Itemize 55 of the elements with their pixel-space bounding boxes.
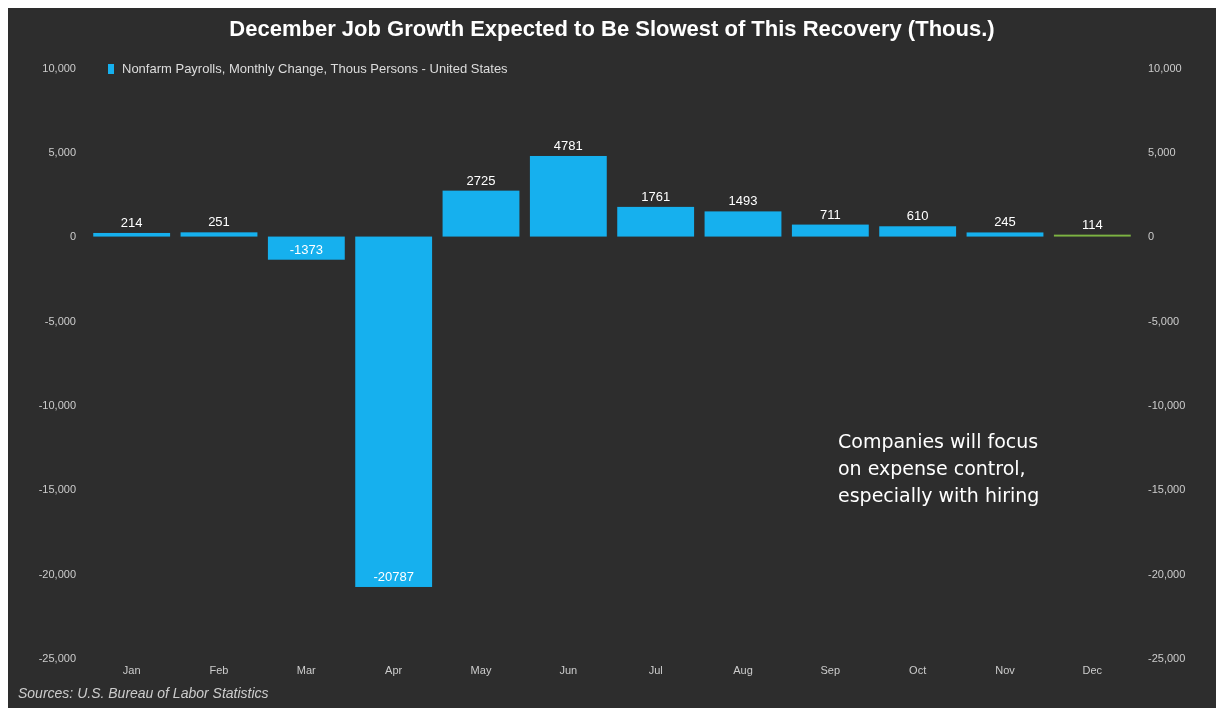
chart-title: December Job Growth Expected to Be Slowest of This Recovery (Thous.): [229, 16, 995, 41]
source-note: Sources: U.S. Bureau of Labor Statistics: [18, 685, 269, 701]
x-tick-label: Apr: [385, 664, 403, 676]
bar: [966, 232, 1044, 237]
y2-tick-label: -10,000: [1148, 398, 1186, 411]
y-tick-label: -25,000: [38, 651, 76, 664]
bar: [355, 236, 433, 587]
y-tick-label: 0: [69, 230, 76, 243]
y-tick-label: 10,000: [42, 61, 76, 74]
y2-tick-label: 5,000: [1148, 146, 1176, 159]
x-tick-label: Jun: [559, 664, 578, 676]
bar: [617, 206, 695, 237]
data-label: 214: [120, 214, 143, 230]
bar: [529, 155, 607, 237]
x-tick-label: Feb: [209, 664, 229, 676]
data-label: 251: [208, 214, 230, 230]
bar: [704, 211, 782, 237]
x-tick-label: Oct: [909, 664, 927, 676]
y-tick-label: -15,000: [38, 483, 76, 496]
bar: [93, 232, 171, 237]
y2-tick-label: -20,000: [1148, 567, 1186, 580]
x-tick-label: Aug: [733, 664, 753, 676]
x-tick-label: Dec: [1082, 664, 1103, 676]
x-tick-label: May: [470, 664, 492, 676]
x-tick-label: Jan: [122, 664, 141, 676]
y-tick-label: -5,000: [44, 314, 76, 327]
data-label: 1761: [641, 188, 671, 204]
y-tick-label: -20,000: [38, 567, 76, 580]
data-label: 245: [994, 214, 1016, 230]
bar: [791, 224, 869, 237]
data-label: 2725: [466, 172, 496, 188]
y2-tick-label: -5,000: [1148, 314, 1180, 327]
data-label: 114: [1081, 216, 1103, 232]
y2-tick-label: 0: [1148, 230, 1155, 243]
annotation: Companies will focus on expense control, especially with hiring: [838, 430, 1040, 506]
x-tick-label: Mar: [296, 664, 317, 676]
data-label: -1373: [289, 241, 323, 257]
bar: [180, 232, 258, 237]
bar: [879, 226, 957, 237]
bar: [442, 190, 520, 237]
y2-tick-label: 10,000: [1148, 61, 1182, 74]
x-tick-label: Jul: [648, 664, 663, 676]
legend-label: Nonfarm Payrolls, Monthly Change, Thous Persons - United States: [122, 61, 509, 76]
data-label: 711: [819, 206, 841, 222]
data-label: 610: [906, 208, 929, 224]
data-label: -20787: [373, 568, 414, 584]
data-label: 1493: [728, 193, 758, 209]
y2-tick-label: -15,000: [1148, 483, 1186, 496]
y2-tick-label: -25,000: [1148, 651, 1186, 664]
x-tick-label: Nov: [995, 664, 1016, 676]
data-label: 4781: [553, 137, 583, 153]
y-tick-label: 5,000: [48, 146, 76, 159]
bar: [267, 236, 345, 260]
y-tick-label: -10,000: [38, 398, 76, 411]
x-tick-label: Sep: [820, 664, 841, 676]
